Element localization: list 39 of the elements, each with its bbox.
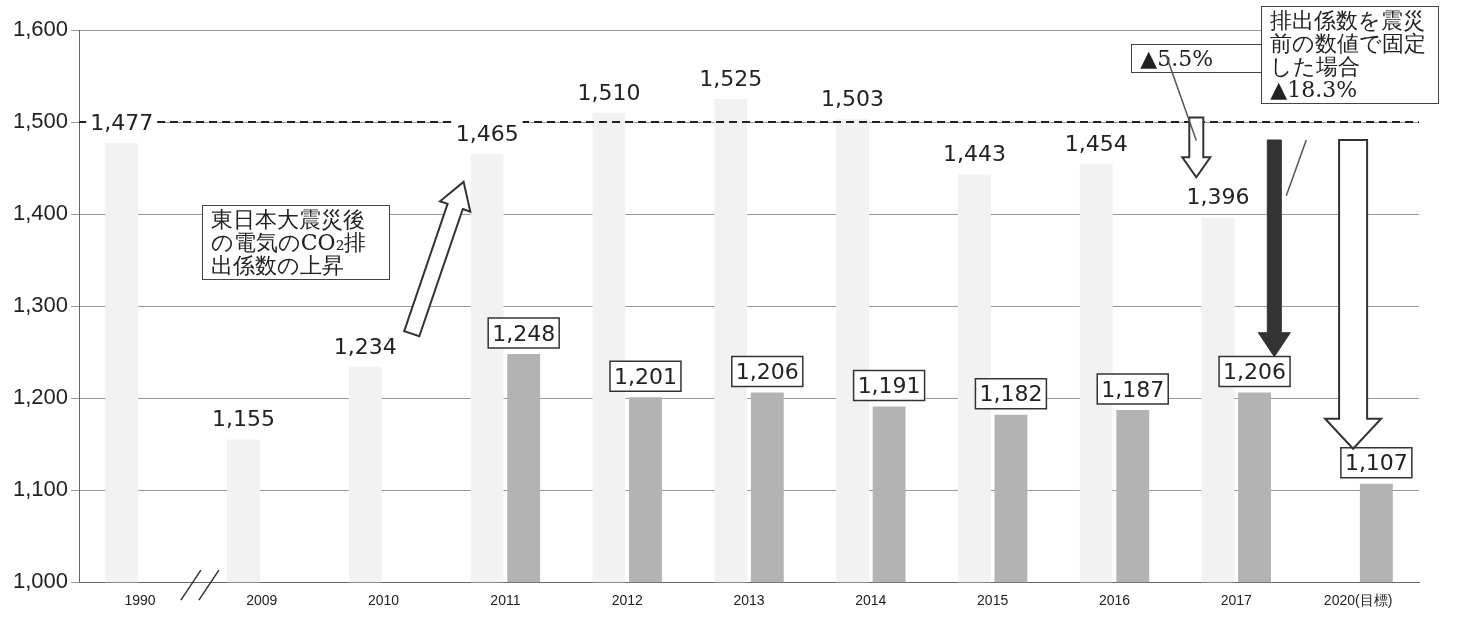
data-label: 1,155: [212, 406, 275, 432]
data-label: 1,510: [577, 79, 641, 105]
y-tick-label: 1,300: [12, 292, 69, 318]
annotation: 排出係数を震災前の数値で固定した場合▲18.3%: [1261, 6, 1440, 105]
annotation: 東日本大震災後の電気のCO₂排出係数の上昇: [201, 204, 390, 281]
data-label: 1,201: [613, 363, 677, 389]
x-tick-label: 1990: [124, 592, 156, 609]
y-tick-label: 1,500: [12, 108, 69, 134]
y-tick-label: 1,600: [12, 16, 69, 42]
data-label: 1,503: [821, 85, 885, 111]
x-tick-label: 2011: [490, 592, 521, 609]
data-label: 1,182: [979, 381, 1043, 407]
x-tick-label: 2009: [246, 592, 278, 609]
data-label: 1,525: [699, 65, 763, 91]
data-label: 1,396: [1186, 184, 1250, 210]
data-label: 1,191: [857, 373, 921, 399]
y-tick-label: 1,000: [12, 568, 69, 594]
x-tick-label: 2014: [855, 592, 887, 609]
data-label: 1,107: [1344, 450, 1408, 476]
x-tick-label: 2013: [733, 592, 765, 609]
data-label: 1,477: [90, 109, 154, 135]
data-label: 1,187: [1101, 376, 1165, 402]
x-tick-label: 2017: [1220, 592, 1253, 609]
data-label: 1,206: [1223, 359, 1287, 385]
y-tick-label: 1,400: [12, 200, 69, 226]
data-label: 1,206: [735, 359, 799, 385]
x-tick-label: 2010: [368, 592, 400, 609]
data-label: 1,454: [1064, 131, 1128, 157]
data-label: 1,248: [492, 320, 556, 346]
y-tick-label: 1,200: [12, 384, 69, 410]
y-tick-label: 1,100: [12, 476, 69, 502]
x-tick-label: 2016: [1098, 592, 1131, 609]
data-label: 1,443: [942, 141, 1006, 167]
data-label: 1,234: [333, 333, 397, 359]
annotation: ▲5.5%: [1131, 43, 1270, 73]
x-tick-label: 2020(目標): [1323, 592, 1393, 609]
data-label: 1,465: [455, 120, 519, 146]
x-tick-label: 2015: [977, 592, 1009, 609]
x-tick-label: 2012: [611, 592, 643, 609]
